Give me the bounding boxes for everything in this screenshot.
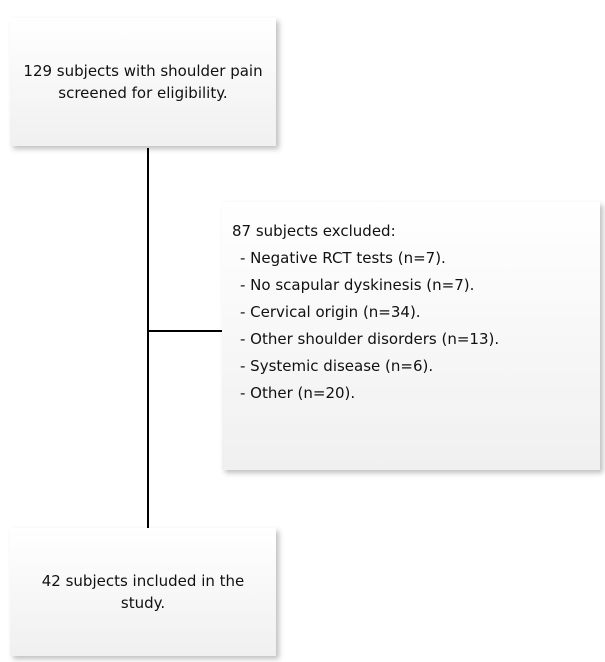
horizontal-connector (148, 330, 222, 332)
excluded-item: - No scapular dyskinesis (n=7). (240, 276, 475, 294)
excluded-item: - Other shoulder disorders (n=13). (240, 330, 500, 348)
excluded-item: - Other (n=20). (240, 384, 356, 402)
included-box: 42 subjects included in the study. (10, 528, 276, 656)
excluded-item: - Systemic disease (n=6). (240, 357, 434, 375)
excluded-list: - Negative RCT tests (n=7). - No scapular… (232, 245, 600, 407)
excluded-label: 87 subjects excluded: (232, 222, 396, 240)
included-label: 42 subjects included in the study. (41, 572, 245, 612)
screened-label: 129 subjects with shoulder pain screened… (23, 62, 263, 102)
vertical-connector (147, 148, 149, 528)
excluded-item: - Negative RCT tests (n=7). (240, 249, 446, 267)
excluded-item: - Cervical origin (n=34). (240, 303, 421, 321)
screened-box: 129 subjects with shoulder pain screened… (10, 18, 276, 146)
excluded-box: 87 subjects excluded: - Negative RCT tes… (222, 202, 600, 470)
